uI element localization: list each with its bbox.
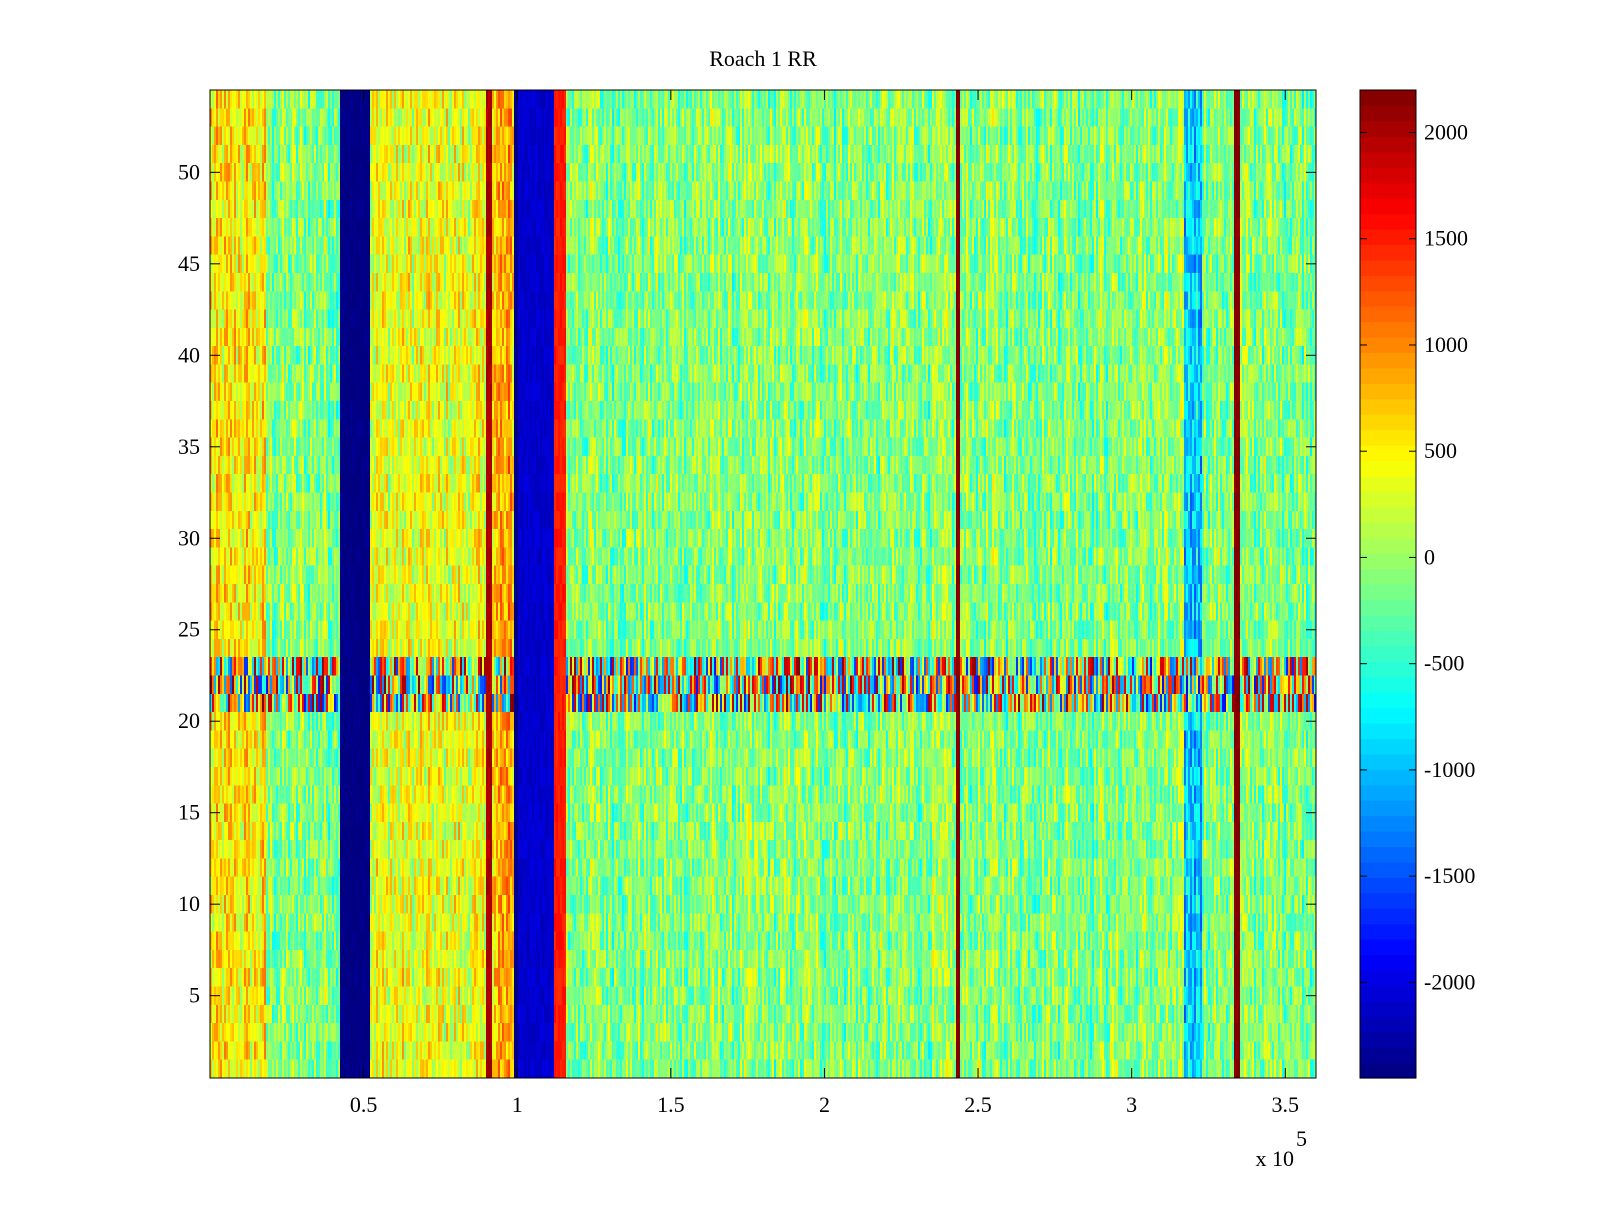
colorbar-segment	[1360, 275, 1416, 292]
colorbar-tick-label: 0	[1424, 544, 1435, 569]
colorbar-segment	[1360, 908, 1416, 925]
colorbar-segment	[1360, 722, 1416, 739]
colorbar-segment	[1360, 383, 1416, 400]
colorbar-segment	[1360, 506, 1416, 523]
y-tick-label: 25	[178, 617, 200, 642]
colorbar-segment	[1360, 244, 1416, 261]
colorbar-segment	[1360, 259, 1416, 276]
colorbar-segment	[1360, 228, 1416, 245]
colorbar-segment	[1360, 969, 1416, 986]
x-exponent-power: 5	[1296, 1126, 1307, 1151]
colorbar-tick-label: -1500	[1424, 863, 1475, 888]
colorbar-tick-label: -500	[1424, 651, 1464, 676]
y-tick-label: 5	[189, 983, 200, 1008]
y-tick-label: 50	[178, 159, 200, 184]
heatmap-image	[210, 90, 1316, 1078]
colorbar-tick-label: -1000	[1424, 757, 1475, 782]
colorbar-segment	[1360, 630, 1416, 647]
colorbar-segment	[1360, 321, 1416, 338]
colorbar-segment	[1360, 599, 1416, 616]
colorbar-segment	[1360, 861, 1416, 878]
colorbar-segment	[1360, 522, 1416, 539]
x-tick-label: 2.5	[964, 1092, 992, 1117]
colorbar-segment	[1360, 692, 1416, 709]
colorbar-tick-label: -2000	[1424, 969, 1475, 994]
colorbar-segment	[1360, 198, 1416, 215]
chart-title: Roach 1 RR	[709, 46, 817, 71]
colorbar-segment	[1360, 584, 1416, 601]
colorbar-segment	[1360, 769, 1416, 786]
colorbar-segment	[1360, 151, 1416, 168]
x-tick-label: 3.5	[1272, 1092, 1300, 1117]
colorbar-segment	[1360, 167, 1416, 184]
colorbar-segment	[1360, 877, 1416, 894]
colorbar-tick-label: 500	[1424, 438, 1457, 463]
colorbar-segment	[1360, 475, 1416, 492]
colorbar-box	[1359, 89, 1417, 1079]
x-tick-label: 1	[512, 1092, 523, 1117]
colorbar-segment	[1360, 352, 1416, 369]
colorbar-segment	[1360, 614, 1416, 631]
colorbar-segment	[1360, 1000, 1416, 1017]
colorbar-segment	[1360, 645, 1416, 662]
colorbar-segment	[1360, 460, 1416, 477]
colorbar-segment	[1360, 831, 1416, 848]
y-tick-label: 45	[178, 251, 200, 276]
colorbar-segment	[1360, 1031, 1416, 1048]
colorbar-segment	[1360, 661, 1416, 678]
colorbar-segment	[1360, 136, 1416, 153]
colorbar-segment	[1360, 707, 1416, 724]
colorbar-segment	[1360, 892, 1416, 909]
x-tick-label: 3	[1126, 1092, 1137, 1117]
colorbar-segment	[1360, 784, 1416, 801]
colorbar-segment	[1360, 90, 1416, 107]
colorbar-segment	[1360, 738, 1416, 755]
colorbar-segment	[1360, 105, 1416, 122]
colorbar-segment	[1360, 985, 1416, 1002]
colorbar-segment	[1360, 445, 1416, 462]
y-tick-label: 15	[178, 800, 200, 825]
y-tick-label: 35	[178, 434, 200, 459]
colorbar-segment	[1360, 367, 1416, 384]
colorbar-segment	[1360, 306, 1416, 323]
colorbar-segment	[1360, 213, 1416, 230]
y-tick-label: 10	[178, 891, 200, 916]
colorbar-segment	[1360, 815, 1416, 832]
colorbar-tick-label: 1500	[1424, 226, 1468, 251]
colorbar-segment	[1360, 676, 1416, 693]
colorbar-segment	[1360, 923, 1416, 940]
colorbar-segment	[1360, 753, 1416, 770]
y-tick-label: 40	[178, 342, 200, 367]
colorbar-segment	[1360, 846, 1416, 863]
colorbar-segment	[1360, 1016, 1416, 1033]
y-tick-label: 20	[178, 708, 200, 733]
colorbar-segment	[1360, 337, 1416, 354]
colorbar-segment	[1360, 954, 1416, 971]
colorbar-segment	[1360, 568, 1416, 585]
x-tick-label: 0.5	[350, 1092, 378, 1117]
colorbar-segment	[1360, 290, 1416, 307]
colorbar-segment	[1360, 429, 1416, 446]
colorbar-segment	[1360, 491, 1416, 508]
colorbar-tick-label: 2000	[1424, 119, 1468, 144]
axes-box	[209, 89, 1317, 1079]
colorbar-segment	[1360, 939, 1416, 956]
colorbar-tick-label: 1000	[1424, 332, 1468, 357]
x-tick-label: 2	[819, 1092, 830, 1117]
colorbar-segment	[1360, 1062, 1416, 1079]
colorbar-segment	[1360, 398, 1416, 415]
x-exponent-label: x 10	[1256, 1146, 1295, 1171]
colorbar-segment	[1360, 1047, 1416, 1064]
colorbar-segment	[1360, 414, 1416, 431]
colorbar-segment	[1360, 553, 1416, 570]
x-tick-label: 1.5	[657, 1092, 685, 1117]
colorbar-segment	[1360, 800, 1416, 817]
colorbar-segment	[1360, 120, 1416, 137]
colorbar-segment	[1360, 182, 1416, 199]
colorbar-segment	[1360, 537, 1416, 554]
y-tick-label: 30	[178, 525, 200, 550]
